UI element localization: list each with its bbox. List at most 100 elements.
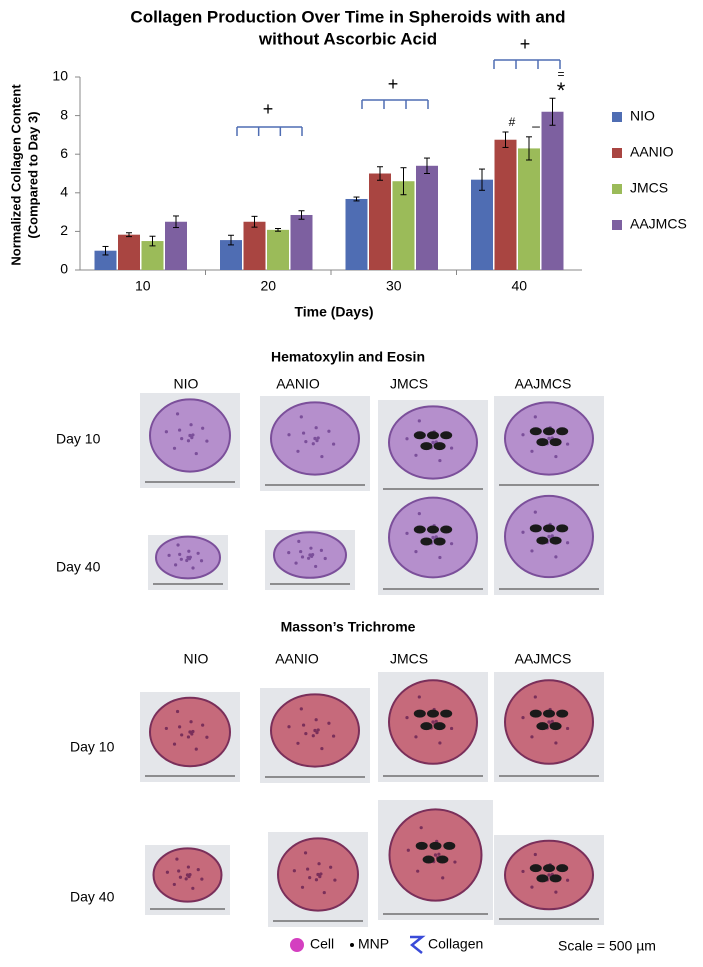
- y-tick-label: 4: [60, 184, 68, 200]
- error-bar: [526, 136, 532, 161]
- cell: [414, 735, 418, 739]
- chart-title: without Ascorbic Acid: [258, 29, 437, 48]
- cell: [331, 734, 336, 738]
- cell: [316, 436, 320, 440]
- cell: [405, 437, 409, 441]
- cell: [533, 415, 537, 419]
- cell: [319, 872, 323, 876]
- x-tick-label: 20: [260, 278, 276, 294]
- bar: [345, 198, 368, 270]
- mnp: [536, 722, 549, 731]
- cell: [317, 862, 321, 866]
- cell: [417, 419, 421, 423]
- mnp: [536, 438, 549, 447]
- bar: [220, 240, 242, 270]
- error-bar: [298, 210, 305, 220]
- micrograph: [494, 835, 604, 925]
- micrograph: [145, 845, 230, 915]
- cell: [533, 852, 537, 857]
- cell: [565, 878, 570, 882]
- cell: [311, 553, 315, 557]
- cell: [329, 865, 333, 869]
- cell: [309, 546, 313, 550]
- cell: [186, 555, 190, 560]
- cell: [294, 561, 298, 565]
- annotation: +: [263, 99, 274, 119]
- cell: [308, 875, 312, 880]
- cell: [315, 731, 319, 735]
- cell: [191, 886, 195, 890]
- cell: [188, 872, 192, 877]
- y-tick-label: 8: [60, 106, 68, 122]
- cell: [177, 869, 181, 873]
- cell: [521, 869, 525, 874]
- cell: [565, 726, 570, 731]
- cell: [299, 415, 303, 419]
- mnp: [536, 536, 549, 545]
- mnp: [543, 427, 555, 436]
- mnp: [529, 864, 542, 873]
- cell: [188, 730, 192, 734]
- error-bar: [126, 232, 132, 238]
- bar: [141, 241, 164, 270]
- mnp: [529, 709, 542, 718]
- annotation: =: [557, 67, 564, 81]
- cell: [313, 728, 317, 733]
- x-tick-label: 10: [135, 278, 151, 294]
- cell: [547, 720, 551, 724]
- cell: [554, 555, 558, 559]
- cell: [521, 530, 525, 534]
- cell: [533, 695, 537, 699]
- cell: [314, 878, 319, 882]
- mnp: [543, 524, 555, 533]
- cell: [172, 742, 177, 746]
- row-label: Day 10: [70, 739, 115, 755]
- cell: [205, 439, 209, 443]
- cell: [554, 454, 558, 459]
- cell: [437, 852, 441, 856]
- cell: [186, 439, 191, 443]
- cell: [167, 553, 171, 557]
- column-label: JMCS: [390, 376, 428, 392]
- column-label: AAJMCS: [515, 376, 572, 392]
- cell: [297, 539, 301, 543]
- error-bar: [502, 131, 509, 148]
- cell: [287, 433, 291, 437]
- cell: [417, 695, 421, 699]
- cell: [550, 719, 554, 723]
- key-item: MNP: [358, 936, 389, 952]
- legend-swatch: [612, 220, 622, 230]
- cell: [311, 734, 315, 738]
- cell: [530, 549, 534, 553]
- cell: [550, 534, 554, 538]
- cell: [314, 564, 318, 569]
- mnp: [436, 855, 449, 864]
- cell: [301, 723, 306, 727]
- y-tick-label: 0: [60, 261, 68, 277]
- cell: [190, 732, 194, 736]
- cell: [449, 446, 454, 450]
- y-tick-label: 2: [60, 222, 68, 238]
- bar: [392, 181, 415, 270]
- cell: [308, 553, 312, 557]
- scale-label: Scale = 500 µm: [558, 938, 656, 954]
- cell: [315, 439, 319, 443]
- cell: [200, 877, 204, 881]
- cell: [186, 865, 190, 869]
- cell: [431, 535, 435, 540]
- mnp: [543, 864, 555, 873]
- cell: [530, 885, 534, 889]
- mnp: [413, 431, 426, 440]
- cell: [187, 549, 191, 553]
- cell: [201, 723, 205, 727]
- mnp: [420, 442, 433, 451]
- cell: [438, 458, 442, 463]
- micrograph: [378, 672, 488, 782]
- cell: [311, 442, 315, 446]
- annotation: –: [532, 118, 540, 134]
- column-label: AANIO: [276, 376, 320, 392]
- cell: [194, 451, 198, 456]
- cell: [300, 885, 305, 889]
- cell: [431, 720, 435, 724]
